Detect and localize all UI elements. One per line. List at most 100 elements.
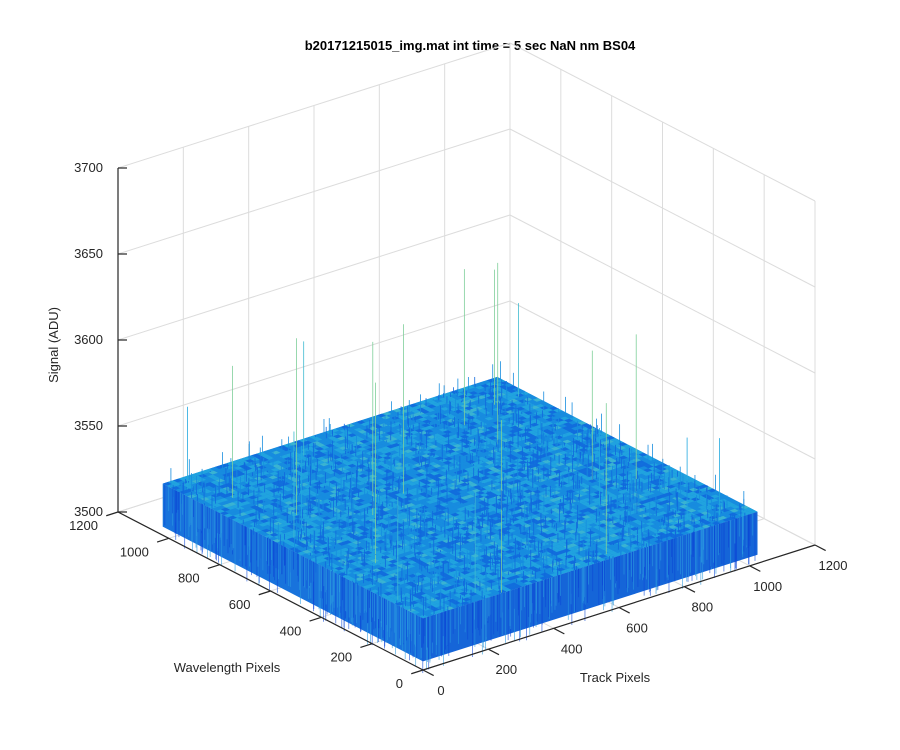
surface-cell [446, 602, 456, 607]
surface-cell [519, 517, 529, 522]
surface-cell [237, 516, 247, 520]
surface-cell [486, 548, 496, 553]
surface-cell [208, 487, 218, 492]
surface-cell [413, 510, 423, 515]
surface-cell [371, 537, 382, 542]
surface-cell [467, 517, 477, 522]
surface-cell [355, 515, 365, 520]
surface-cell [569, 552, 580, 557]
surface-cell [389, 525, 400, 529]
surface-cell [330, 442, 340, 446]
surface-cell [554, 571, 565, 576]
surface-cell [356, 420, 366, 425]
surface-cell [385, 479, 395, 483]
surface-cell [352, 510, 362, 514]
surface-cell [348, 507, 358, 512]
surface-cell [477, 579, 487, 583]
surface-cell [354, 533, 364, 537]
surface-cell [335, 549, 345, 554]
surface-cell [188, 490, 198, 495]
surface-cell [409, 539, 419, 544]
surface-cell [318, 558, 328, 562]
surface-cell [575, 564, 586, 569]
surface-cell [461, 475, 472, 479]
surface-cell [497, 541, 508, 546]
surface-cell [506, 576, 516, 581]
surface-cell [465, 463, 475, 468]
surface-cell [438, 537, 448, 541]
surface-cell [580, 562, 591, 567]
surface-cell [473, 559, 483, 564]
surface-cell [586, 544, 597, 548]
surface-cell [428, 536, 439, 541]
surface-cell [479, 479, 489, 484]
surface-cell [547, 532, 558, 537]
surface-cell [423, 507, 433, 512]
surface-cell [229, 464, 239, 468]
surface-cell [482, 577, 492, 582]
surface-cell [369, 484, 379, 488]
surface-cell [269, 532, 279, 537]
surface-cell [311, 458, 321, 463]
surface-cell [482, 498, 493, 503]
surface-cell [397, 498, 408, 503]
surface-cell [234, 492, 245, 497]
surface-cell [384, 557, 394, 562]
surface-cell [508, 507, 518, 512]
surface-cell [525, 512, 536, 517]
surface-cell [475, 552, 486, 557]
surface-cell [187, 477, 197, 482]
surface-cell [397, 529, 408, 534]
surface-cell [354, 563, 364, 568]
surface-cell [294, 545, 304, 550]
surface-cell [536, 570, 546, 575]
surface-cell [226, 505, 236, 510]
surface-cell [532, 520, 543, 525]
surface-cell [402, 439, 412, 444]
surface-cell [564, 523, 574, 528]
surface-cell [342, 496, 352, 500]
surface-cell [545, 540, 555, 544]
surface-cell [312, 454, 322, 459]
surface-cell [308, 513, 318, 518]
surface-cell [351, 557, 361, 562]
surface-cell [399, 447, 409, 451]
surface-cell [358, 443, 368, 448]
surface-cell [314, 538, 325, 543]
surface-cell [476, 517, 487, 522]
surface-cell [407, 499, 417, 503]
surface-cell [374, 451, 385, 456]
surface-cell [238, 464, 249, 469]
surface-cell [340, 455, 350, 460]
surface-cell [386, 580, 397, 585]
surface-cell [419, 597, 429, 602]
surface-cell [439, 577, 450, 582]
surface-cell [445, 545, 455, 549]
surface-cell [328, 432, 339, 437]
surface-cell [331, 547, 341, 552]
surface-cell [330, 551, 340, 555]
surface-cell [465, 538, 476, 543]
surface-cell [507, 525, 518, 529]
surface-cell [446, 585, 457, 590]
surface-cell [492, 591, 502, 596]
surface-cell [342, 465, 352, 470]
surface-cell [336, 497, 347, 502]
surface-cell [337, 541, 347, 546]
surface-cell [274, 487, 284, 491]
surface-cell [555, 523, 565, 528]
surface-cell [325, 474, 335, 479]
surface-plot [162, 262, 758, 674]
surface-cell [386, 597, 396, 602]
surface-cell [548, 515, 558, 520]
surface-cell [228, 511, 239, 516]
surface-cell [324, 522, 335, 526]
surface-cell [567, 529, 577, 534]
surface-cell [448, 564, 458, 569]
surface-cell [493, 526, 503, 531]
surface-cell [486, 501, 497, 505]
surface-cell [481, 564, 491, 568]
surface-cell [411, 545, 422, 550]
surface-cell [551, 521, 561, 526]
surface-cell [375, 539, 386, 544]
